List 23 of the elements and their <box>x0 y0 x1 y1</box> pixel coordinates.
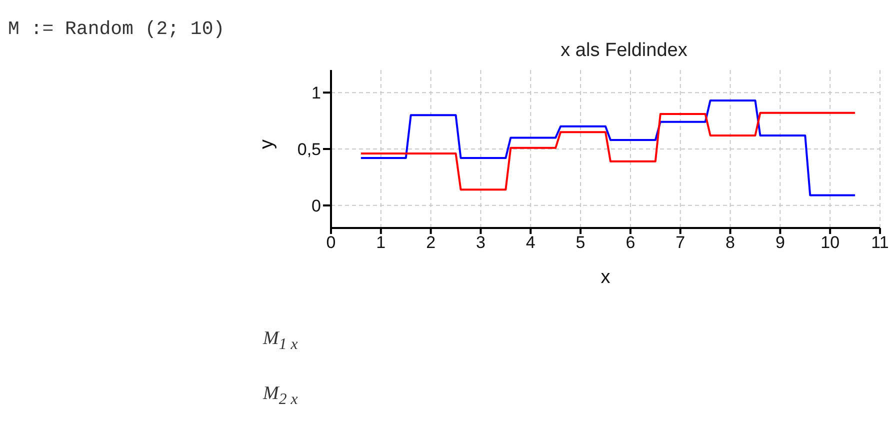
text: M$_{2 x}$ <box>263 383 298 409</box>
x-tick-label: 3 <box>476 233 486 252</box>
x-tick-label: 5 <box>576 233 586 252</box>
x-tick-label: 11 <box>871 233 889 252</box>
y-axis-title: y <box>256 139 278 149</box>
line-series <box>360 112 856 191</box>
y-tick-label: 0,5 <box>297 140 321 160</box>
line-series <box>360 99 856 196</box>
x-tick-label: 8 <box>726 233 736 252</box>
x-tick-label: 2 <box>426 233 436 252</box>
x-tick-label: 4 <box>526 233 536 252</box>
text: M$_{1 x}$ <box>263 328 298 354</box>
y-tick-label: 0 <box>312 196 321 216</box>
x-tick-label: 6 <box>626 233 636 252</box>
chart-title: x als Feldindex <box>560 40 688 61</box>
x-tick-label: 0 <box>326 233 336 252</box>
x-tick-label: 10 <box>820 233 840 252</box>
x-tick-label: 7 <box>676 233 686 252</box>
x-tick-label: 9 <box>775 233 785 252</box>
x-tick-label: 1 <box>376 233 386 252</box>
x-axis-title: x <box>600 267 611 288</box>
y-tick-label: 1 <box>312 84 321 103</box>
text: M := Random (2; 10) <box>8 18 225 40</box>
